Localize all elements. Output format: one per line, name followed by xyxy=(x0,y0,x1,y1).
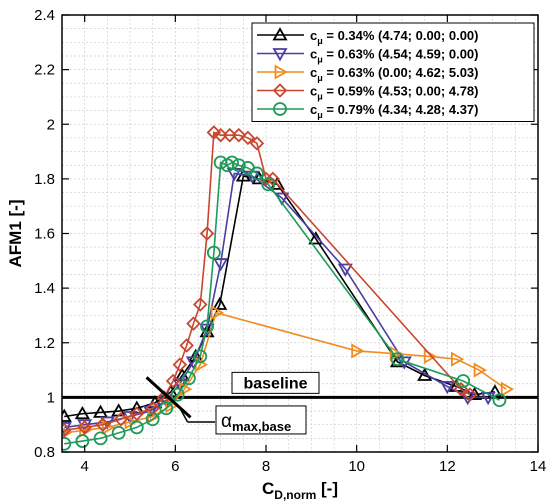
data-point-marker xyxy=(172,357,188,372)
legend-entry-5: cμ = 0.79% (4.34; 4.28; 4.37) xyxy=(257,102,478,120)
series-line xyxy=(64,311,507,434)
data-point-marker xyxy=(273,102,287,116)
data-point-marker xyxy=(450,351,465,367)
data-point-marker xyxy=(129,420,144,435)
legend-label: cμ = 0.59% (4.53; 0.00; 4.78) xyxy=(310,84,478,102)
data-point-marker xyxy=(231,158,246,173)
y-tick-label: 2.2 xyxy=(34,62,55,79)
x-tick-label: 14 xyxy=(530,458,547,475)
data-point-marker xyxy=(274,64,288,80)
legend-entry-2: cμ = 0.63% (4.54; 4.59; 0.00) xyxy=(257,47,478,65)
series-4 xyxy=(62,125,478,438)
y-tick-label: 1.6 xyxy=(34,226,55,243)
legend-entry-3: cμ = 0.63% (0.00; 4.62; 5.03) xyxy=(257,64,478,83)
data-point-marker xyxy=(473,362,487,378)
legend-label: cμ = 0.34% (4.74; 0.00; 0.00) xyxy=(310,28,478,46)
data-point-marker xyxy=(250,166,264,181)
legend-label: cμ = 0.79% (4.34; 4.28; 4.37) xyxy=(310,102,478,120)
data-point-marker xyxy=(74,405,90,420)
data-point-marker xyxy=(193,349,208,364)
data-point-marker xyxy=(265,171,281,187)
data-point-marker xyxy=(390,352,405,367)
data-point-marker xyxy=(213,258,229,272)
data-point-marker xyxy=(95,417,111,432)
data-point-marker xyxy=(129,406,145,422)
legend-entry-1: cμ = 0.34% (4.74; 0.00; 0.00) xyxy=(257,27,478,46)
series-5 xyxy=(62,155,507,451)
data-point-marker xyxy=(62,436,72,451)
x-tick-label: 8 xyxy=(262,458,270,475)
y-tick-label: 1.8 xyxy=(34,171,55,188)
data-point-marker xyxy=(466,386,483,401)
data-point-marker xyxy=(212,296,228,310)
data-point-marker xyxy=(231,127,247,143)
y-tick-label: 2 xyxy=(47,116,55,133)
data-point-marker xyxy=(272,27,288,41)
y-tick-label: 2.4 xyxy=(34,7,55,24)
data-point-marker xyxy=(75,434,90,448)
data-point-marker xyxy=(182,371,196,386)
series-line xyxy=(64,161,500,445)
alpha-marker-line xyxy=(145,376,192,419)
data-point-marker xyxy=(439,381,455,395)
data-point-marker xyxy=(272,83,288,98)
data-point-marker xyxy=(113,411,129,427)
data-point-marker xyxy=(240,130,256,146)
data-point-marker xyxy=(145,412,160,427)
data-point-marker xyxy=(192,297,208,312)
data-point-marker xyxy=(77,420,92,435)
x-tick-label: 6 xyxy=(171,458,179,475)
data-point-marker xyxy=(145,401,160,416)
data-point-marker xyxy=(62,422,72,438)
axis-titles: CD,norm [-] AFM1 [-] xyxy=(6,200,338,502)
baseline-label: baseline xyxy=(243,375,307,392)
baseline-label-box xyxy=(231,371,320,394)
data-point-marker xyxy=(206,125,222,140)
data-point-marker xyxy=(186,316,201,331)
y-tick-label: 0.8 xyxy=(34,444,55,461)
annotations: baseline αmax,base xyxy=(145,371,320,435)
x-axis-title: CD,norm [-] xyxy=(262,479,338,502)
data-point-marker xyxy=(165,373,181,389)
data-point-marker xyxy=(93,431,108,446)
data-point-marker xyxy=(456,374,471,388)
data-point-marker xyxy=(170,387,185,402)
data-point-marker xyxy=(261,177,276,192)
y-axis-title: AFM1 [-] xyxy=(6,200,25,268)
data-point-marker xyxy=(351,343,365,359)
y-tick-label: 1 xyxy=(47,389,55,406)
data-point-marker xyxy=(199,226,215,241)
x-tick-label: 4 xyxy=(80,458,88,475)
data-point-marker xyxy=(500,381,515,397)
x-tick-label: 10 xyxy=(348,458,365,475)
alpha-label: αmax,base xyxy=(221,411,291,434)
data-point-marker xyxy=(492,393,507,408)
alpha-leader-line xyxy=(178,407,189,423)
legend-label: cμ = 0.63% (4.54; 4.59; 0.00) xyxy=(310,47,478,65)
data-point-marker xyxy=(62,408,72,422)
data-point-marker xyxy=(206,245,221,260)
data-point-marker xyxy=(272,48,288,62)
data-point-marker xyxy=(225,155,239,170)
data-point-marker xyxy=(480,391,496,406)
legend-entry-4: cμ = 0.59% (4.53; 0.00; 4.78) xyxy=(257,83,478,102)
legend: cμ = 0.34% (4.74; 0.00; 0.00)cμ = 0.63% … xyxy=(251,22,535,122)
data-point-marker xyxy=(249,136,265,151)
data-point-marker xyxy=(111,425,126,440)
legend-label: cμ = 0.63% (0.00; 4.62; 5.03) xyxy=(310,65,478,83)
alpha-label-box xyxy=(215,405,307,435)
series-group xyxy=(62,125,515,451)
data-point-marker xyxy=(462,387,478,402)
y-tick-label: 1.4 xyxy=(34,280,55,297)
data-point-marker xyxy=(129,400,145,414)
tick-labels: 4 6 8 10 12 14 0.8 1 1.2 1.4 1.6 1.8 2 2.2 2.4 xyxy=(34,7,546,475)
data-point-marker xyxy=(210,305,224,321)
data-point-marker xyxy=(159,401,174,416)
data-point-marker xyxy=(179,338,194,353)
y-tick-label: 1.2 xyxy=(34,335,55,352)
data-point-marker xyxy=(200,319,214,334)
x-tick-label: 12 xyxy=(439,458,456,475)
data-point-marker xyxy=(337,263,353,277)
